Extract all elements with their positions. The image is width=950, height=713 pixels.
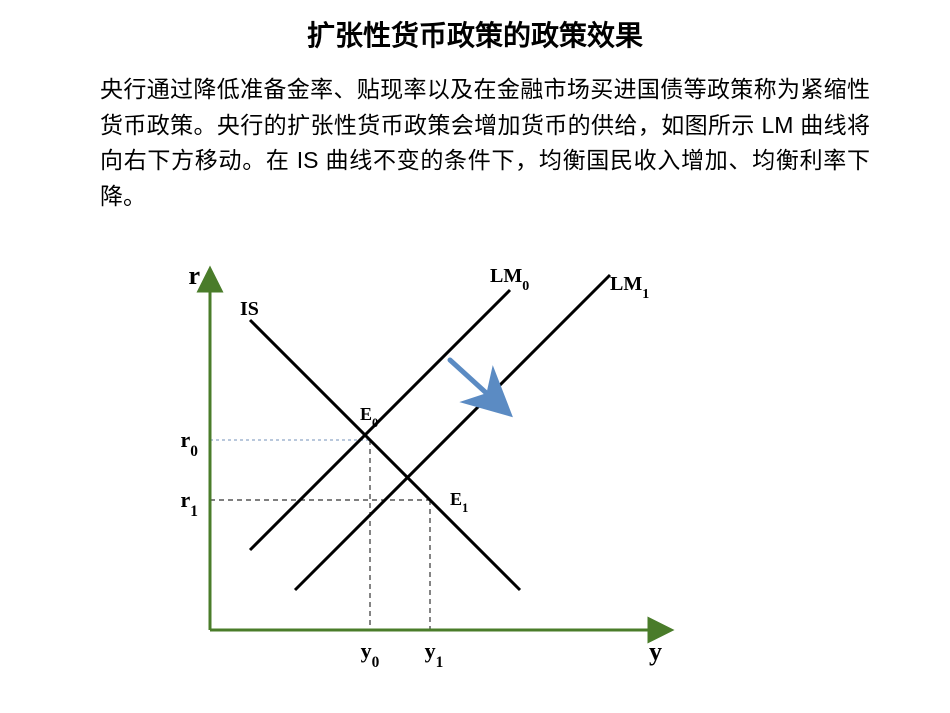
chart-svg: r y IS LM0 LM1 E0 E1 r0 r1 y0 y1 (150, 250, 750, 690)
lm0-label: LM0 (490, 265, 529, 294)
page: 扩张性货币政策的政策效果 央行通过降低准备金率、贴现率以及在金融市场买进国债等政… (0, 0, 950, 713)
lm1-label: LM1 (610, 273, 649, 302)
islm-chart: r y IS LM0 LM1 E0 E1 r0 r1 y0 y1 (150, 250, 750, 690)
y0-label: y0 (361, 638, 380, 671)
is-label: IS (240, 298, 259, 320)
page-title: 扩张性货币政策的政策效果 (0, 14, 950, 54)
r0-label: r0 (181, 427, 199, 460)
description-text: 央行通过降低准备金率、贴现率以及在金融市场买进国债等政策称为紧缩性货币政策。央行… (100, 72, 870, 215)
r1-label: r1 (181, 487, 198, 520)
axis-label-y: y (649, 637, 662, 666)
e1-label: E1 (450, 489, 468, 515)
axis-label-r: r (188, 261, 200, 290)
y1-label: y1 (425, 638, 444, 671)
e0-label: E0 (360, 404, 378, 430)
